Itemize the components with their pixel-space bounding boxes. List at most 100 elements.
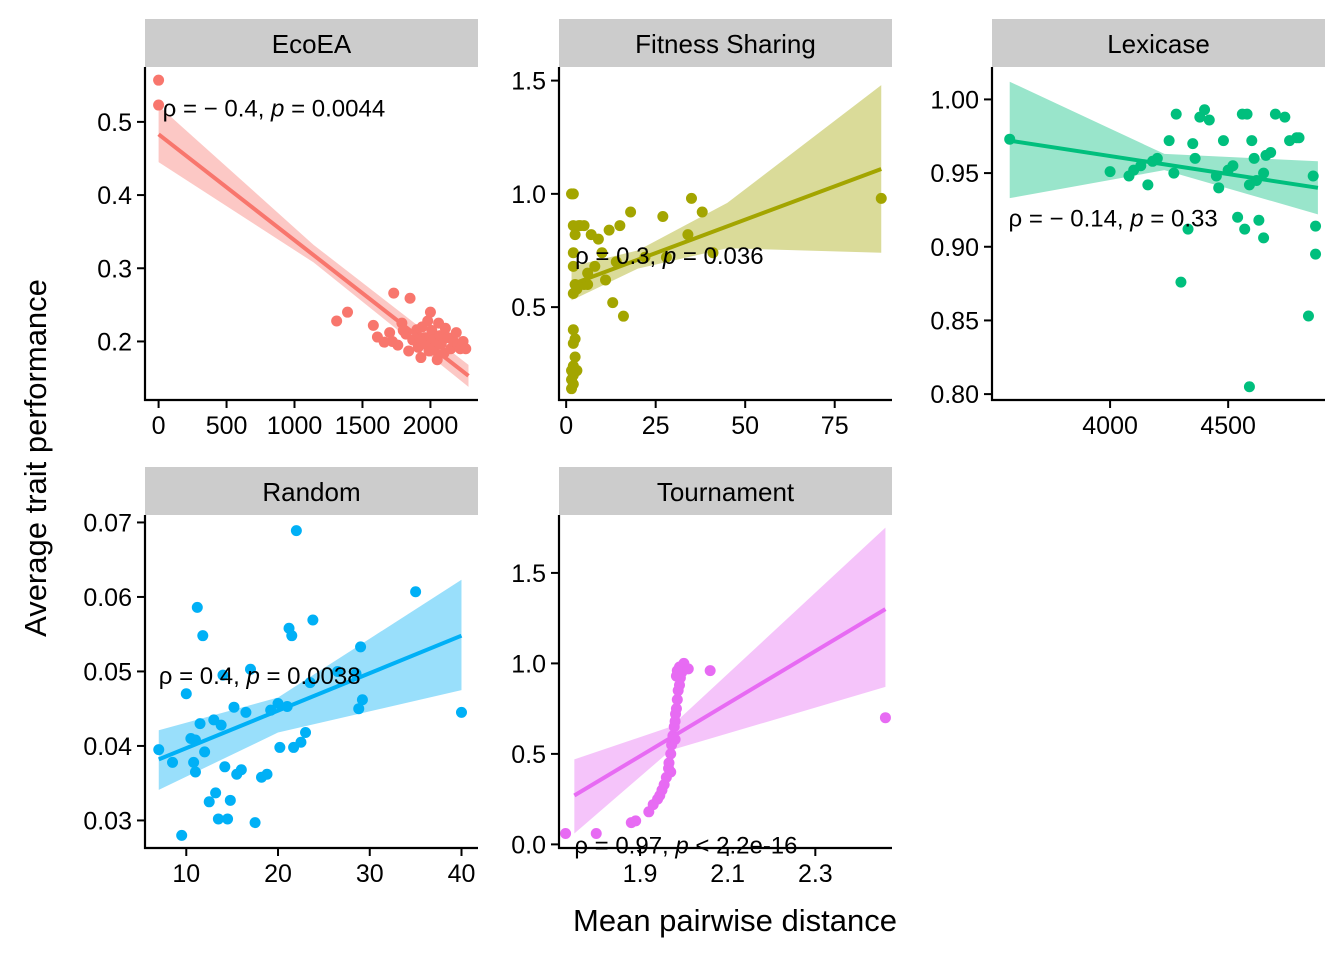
- y-tick-label: 0.90: [930, 234, 979, 262]
- data-point: [415, 352, 427, 364]
- data-point: [566, 383, 578, 395]
- data-point: [610, 256, 622, 268]
- data-point: [460, 343, 472, 355]
- facet-strip: [145, 467, 478, 515]
- data-point: [378, 336, 390, 348]
- regression-line: [570, 167, 882, 287]
- data-point: [331, 315, 343, 327]
- x-tick-label: 4000: [1082, 412, 1138, 440]
- y-tick-label: 0.95: [930, 160, 979, 188]
- data-point: [424, 306, 436, 318]
- facet-title: Fitness Sharing: [635, 29, 816, 59]
- data-point: [240, 706, 252, 718]
- data-point: [560, 828, 572, 840]
- data-point: [582, 278, 594, 290]
- data-point: [153, 99, 165, 111]
- y-tick-label: 1.0: [511, 181, 546, 209]
- data-point: [356, 694, 368, 706]
- data-point: [1310, 248, 1322, 260]
- regression-line: [157, 132, 470, 378]
- data-point: [590, 828, 602, 840]
- y-axis-title: Average trait performance: [18, 279, 53, 637]
- data-point: [153, 744, 165, 756]
- panel-tournament: Tournament ρ = 0.97, p < 2.2e-161.9 2.1 2.3…: [511, 467, 892, 888]
- data-point: [1182, 223, 1194, 235]
- x-tick-label: 0: [152, 412, 166, 440]
- data-point: [665, 748, 677, 760]
- data-point: [589, 260, 601, 272]
- regression-line: [573, 607, 887, 798]
- data-point: [384, 327, 396, 339]
- panel-random: Random ρ = 0.4, p = 0.0038 10 20 30 40 0.03 0.0…: [83, 467, 478, 888]
- x-tick-label: 10: [172, 860, 200, 888]
- data-point: [217, 669, 229, 681]
- x-tick-label: 40: [448, 860, 476, 888]
- data-point: [567, 188, 579, 200]
- data-point: [188, 756, 200, 768]
- data-point: [1258, 167, 1270, 179]
- data-point: [614, 220, 626, 232]
- facet-strip: [559, 467, 892, 515]
- data-point: [625, 206, 637, 218]
- data-point: [879, 712, 891, 724]
- data-point: [1246, 135, 1258, 147]
- facet-strip: [992, 19, 1325, 67]
- data-point: [450, 327, 462, 339]
- data-point: [1187, 138, 1199, 150]
- data-point: [567, 324, 579, 336]
- x-tick-label: 30: [356, 860, 384, 888]
- data-point: [1163, 135, 1175, 147]
- x-axis-title: Mean pairwise distance: [573, 903, 897, 938]
- data-point: [224, 794, 236, 806]
- panel-ecoea: EcoEA ρ = − 0.4, p = 0.0044 0 500 1000 1500 20…: [97, 19, 478, 440]
- x-tick-label: 2.1: [710, 860, 745, 888]
- data-point: [219, 761, 231, 773]
- data-point: [1239, 223, 1251, 235]
- y-tick-label: 0.5: [511, 294, 546, 322]
- x-tick-label: 50: [731, 412, 759, 440]
- data-point: [574, 220, 586, 232]
- y-tick-label: 0.4: [97, 182, 132, 210]
- data-point: [342, 306, 354, 318]
- x-tick-label: 20: [264, 860, 292, 888]
- facet-title: EcoEA: [272, 29, 352, 59]
- data-point: [194, 718, 206, 730]
- correlation-annotation: ρ = 0.4, p = 0.0038: [159, 663, 361, 690]
- data-point: [1293, 132, 1305, 144]
- data-point: [1258, 232, 1270, 244]
- y-tick-label: 0.5: [511, 741, 546, 769]
- data-point: [1302, 310, 1314, 322]
- data-point: [665, 766, 677, 778]
- correlation-annotation: ρ = 0.97, p < 2.2e-16: [574, 832, 797, 859]
- data-point: [286, 630, 298, 642]
- data-point: [1279, 111, 1291, 123]
- data-point: [1170, 108, 1182, 120]
- data-point: [607, 297, 619, 309]
- data-point: [569, 351, 581, 363]
- panel-fitness-sharing: Fitness Sharing ρ = 0.3, p = 0.036 0 25 50 75…: [511, 19, 892, 440]
- facet-strip: [559, 19, 892, 67]
- correlation-annotation: ρ = 0.3, p = 0.036: [575, 243, 763, 270]
- confidence-band: [574, 527, 886, 834]
- y-tick-label: 1.5: [511, 68, 546, 96]
- y-tick-label: 0.05: [83, 658, 132, 686]
- data-point: [707, 247, 719, 259]
- data-point: [199, 746, 211, 758]
- data-point: [670, 670, 682, 682]
- data-point: [300, 727, 312, 739]
- data-point: [1217, 135, 1229, 147]
- data-point: [274, 741, 286, 753]
- y-tick-label: 0.04: [83, 733, 132, 761]
- data-point: [682, 229, 694, 241]
- data-point: [1241, 108, 1253, 120]
- confidence-band: [571, 85, 882, 301]
- data-point: [203, 796, 215, 808]
- data-point: [657, 211, 669, 223]
- data-point: [660, 251, 672, 263]
- data-point: [261, 768, 273, 780]
- data-point: [1243, 381, 1255, 393]
- x-tick-label: 500: [206, 412, 248, 440]
- data-point: [355, 641, 367, 653]
- facet-title: Lexicase: [1107, 29, 1210, 59]
